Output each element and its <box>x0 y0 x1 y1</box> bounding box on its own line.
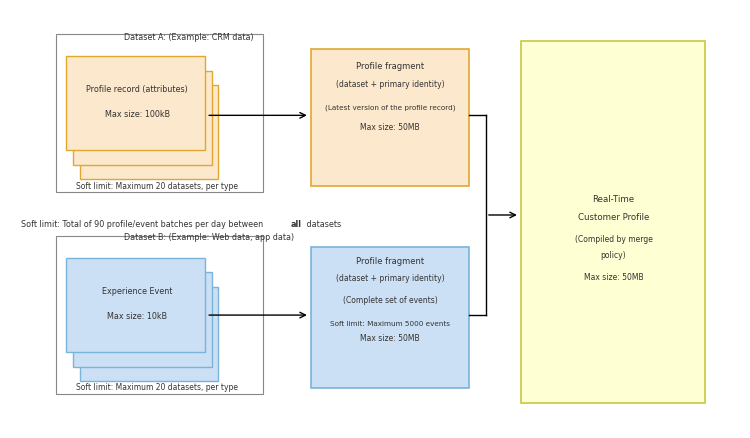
FancyBboxPatch shape <box>521 42 705 403</box>
Text: Profile record (attributes): Profile record (attributes) <box>86 85 188 94</box>
Text: (Complete set of events): (Complete set of events) <box>343 296 437 304</box>
FancyBboxPatch shape <box>56 35 262 193</box>
Text: Max size: 50MB: Max size: 50MB <box>584 272 644 281</box>
Text: policy): policy) <box>601 251 626 259</box>
Text: Soft limit: Maximum 5000 events: Soft limit: Maximum 5000 events <box>330 320 450 326</box>
Text: Max size: 100kB: Max size: 100kB <box>105 110 170 118</box>
Text: Soft limit: Maximum 20 datasets, per type: Soft limit: Maximum 20 datasets, per typ… <box>76 182 239 191</box>
FancyBboxPatch shape <box>66 258 205 353</box>
FancyBboxPatch shape <box>66 57 205 151</box>
Text: Max size: 50MB: Max size: 50MB <box>360 334 420 343</box>
Text: (dataset + primary identity): (dataset + primary identity) <box>336 274 444 283</box>
FancyBboxPatch shape <box>74 71 212 166</box>
Text: Dataset A: (Example: CRM data): Dataset A: (Example: CRM data) <box>124 32 254 42</box>
Text: Max size: 50MB: Max size: 50MB <box>360 123 420 131</box>
Text: datasets: datasets <box>304 220 340 229</box>
Text: (Compiled by merge: (Compiled by merge <box>574 234 652 243</box>
Text: Profile fragment: Profile fragment <box>356 62 424 71</box>
FancyBboxPatch shape <box>311 247 469 388</box>
Text: (Latest version of the profile record): (Latest version of the profile record) <box>325 104 455 110</box>
FancyBboxPatch shape <box>56 237 262 394</box>
Text: all: all <box>291 220 302 229</box>
Text: Customer Profile: Customer Profile <box>578 212 650 221</box>
Text: Soft limit: Total of 90 profile/event batches per day between: Soft limit: Total of 90 profile/event ba… <box>21 220 266 229</box>
Text: Profile fragment: Profile fragment <box>356 256 424 265</box>
Text: Experience Event: Experience Event <box>102 287 172 296</box>
FancyBboxPatch shape <box>80 85 218 180</box>
FancyBboxPatch shape <box>74 273 212 367</box>
Text: Soft limit: Maximum 20 datasets, per type: Soft limit: Maximum 20 datasets, per typ… <box>76 382 239 391</box>
Text: (dataset + primary identity): (dataset + primary identity) <box>336 80 444 88</box>
FancyBboxPatch shape <box>311 50 469 186</box>
Text: Dataset B: (Example: Web data, app data): Dataset B: (Example: Web data, app data) <box>124 233 294 242</box>
Text: Real-Time: Real-Time <box>592 195 634 204</box>
Text: Max size: 10kB: Max size: 10kB <box>107 312 167 321</box>
FancyBboxPatch shape <box>80 287 218 381</box>
